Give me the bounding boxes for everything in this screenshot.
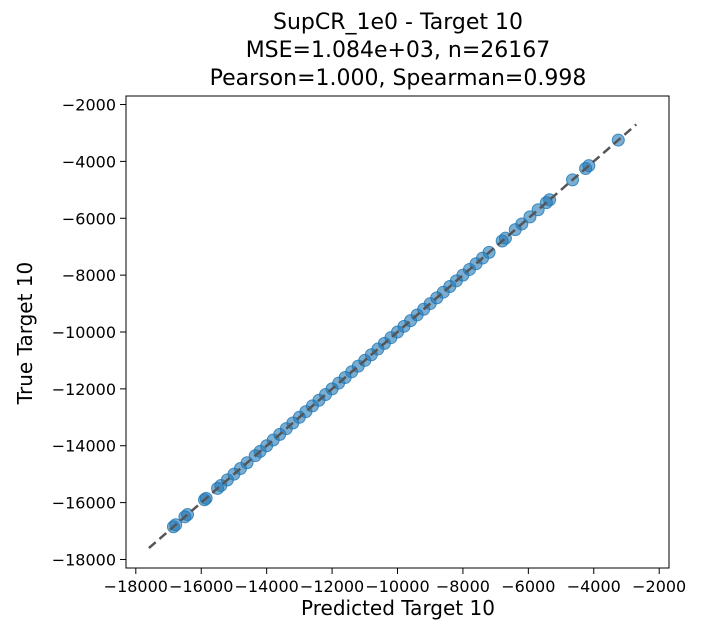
y-tick-label: −10000 [52, 323, 116, 342]
y-tick-label: −14000 [52, 437, 116, 456]
x-tick-label: −14000 [235, 577, 299, 596]
y-tick-label: −12000 [52, 380, 116, 399]
x-tick-label: −8000 [436, 577, 490, 596]
title-line-1: SupCR_1e0 - Target 10 [273, 10, 523, 35]
x-tick-label: −6000 [501, 577, 555, 596]
x-ticks: −18000 −16000 −14000 −12000 −10000 −8000 −6000… [104, 568, 686, 596]
x-axis-label: Predicted Target 10 [301, 596, 495, 620]
x-tick-label: −12000 [300, 577, 364, 596]
y-tick-label: −18000 [52, 550, 116, 569]
x-tick-label: −2000 [632, 577, 686, 596]
y-tick-label: −2000 [62, 96, 116, 115]
title-line-3: Pearson=1.000, Spearman=0.998 [210, 66, 587, 91]
reference-line-layer [148, 123, 638, 550]
title-line-2: MSE=1.084e+03, n=26167 [246, 38, 551, 63]
y-ticks: −18000 −16000 −14000 −12000 −10000 −8000 −6000… [52, 96, 126, 569]
chart-title: SupCR_1e0 - Target 10 MSE=1.084e+03, n=2… [210, 10, 587, 91]
y-axis-label: True Target 10 [13, 262, 37, 406]
x-tick-label: −16000 [169, 577, 233, 596]
y-tick-label: −4000 [62, 152, 116, 171]
identity-reference-line [148, 123, 638, 550]
y-tick-label: −8000 [62, 266, 116, 285]
y-tick-label: −6000 [62, 209, 116, 228]
x-tick-label: −18000 [104, 577, 168, 596]
x-tick-label: −10000 [365, 577, 429, 596]
y-tick-label: −16000 [52, 494, 116, 513]
x-tick-label: −4000 [567, 577, 621, 596]
